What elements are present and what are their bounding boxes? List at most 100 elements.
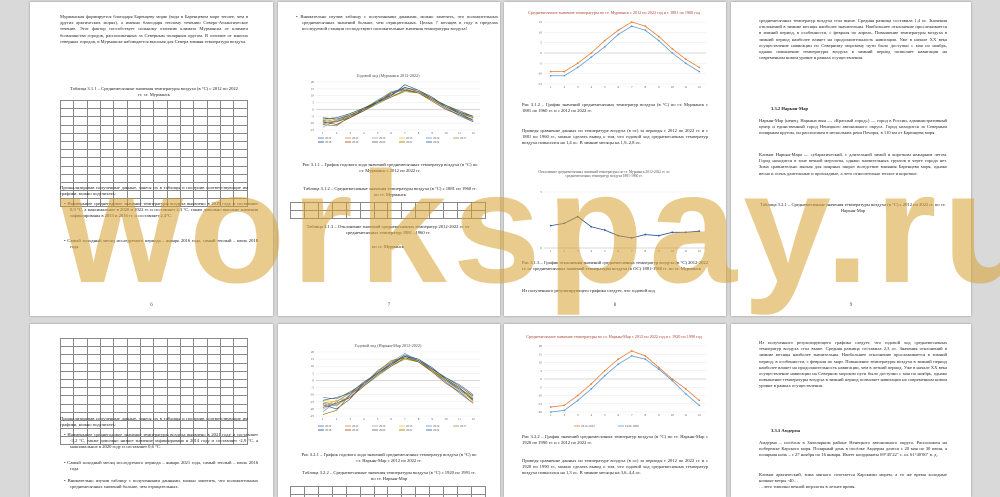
figure-caption: Рис 3.1.1 – График годового хода значени… [302, 162, 478, 174]
table-cell [206, 124, 222, 134]
data-point [644, 358, 647, 361]
series-line [322, 355, 474, 401]
table-cell [126, 370, 142, 380]
table-cell [126, 157, 142, 167]
table-cell [113, 387, 128, 397]
x-tick-label: 9 [658, 413, 660, 417]
line-chart: Среднемесячное значение температуры по с… [528, 10, 706, 89]
table-cell [73, 108, 88, 118]
data-point [549, 70, 552, 73]
table-cell [59, 157, 75, 167]
comparison-paragraph: Проведя сравнение данных по температуре … [522, 458, 708, 476]
data-point [657, 234, 660, 237]
data-point [590, 388, 593, 390]
table-cell [180, 395, 195, 405]
data-point [630, 350, 633, 352]
series-line [322, 355, 474, 410]
x-tick-label: 2 [563, 413, 565, 417]
table-cell [220, 124, 235, 134]
data-point [644, 233, 647, 236]
table-cell [233, 378, 248, 389]
y-tick-label: 0 [540, 51, 542, 55]
table-cell [457, 485, 472, 496]
table-cell [166, 362, 182, 372]
table-cell [233, 346, 248, 356]
table-cell [317, 201, 333, 212]
table-cell [140, 157, 155, 167]
table-cell [140, 378, 155, 389]
table-cell [206, 378, 222, 389]
data-point [563, 74, 566, 77]
x-tick-label: 5 [377, 131, 379, 135]
y-tick-label: 20 [539, 344, 543, 348]
series-line [322, 353, 474, 412]
table-cell [86, 346, 102, 356]
data-point [563, 404, 566, 407]
series-line [550, 355, 700, 413]
x-tick-label: 2 [336, 417, 338, 421]
series-line [322, 87, 474, 120]
table-cell [59, 403, 75, 413]
chart-title: Среднемесячное значение температуры по с… [528, 10, 701, 15]
climate-paragraph: Климат Нарьян-Мара — субарктический, с д… [759, 152, 947, 176]
x-tick-label: 7 [404, 417, 406, 421]
table-row [59, 378, 248, 389]
table-cell [180, 132, 195, 142]
table-row [59, 354, 248, 364]
data-point [630, 21, 633, 23]
table-row [59, 346, 248, 356]
x-tick-label: 5 [604, 249, 606, 253]
legend-label: 2014 [379, 424, 386, 428]
table-cell [220, 116, 235, 126]
x-tick-label: 10 [671, 85, 675, 89]
table-cell [429, 485, 445, 496]
table-cell [166, 132, 182, 142]
table-cell [113, 124, 128, 134]
table-cell [73, 149, 88, 159]
table-cell [233, 108, 248, 118]
table-cell [126, 395, 142, 405]
table-cell [86, 140, 102, 151]
table-row [59, 362, 248, 372]
x-tick-label: 11 [684, 413, 687, 417]
table-cell [100, 370, 115, 380]
y-tick-label: -20 [538, 410, 543, 414]
y-tick-label: -10 [538, 394, 543, 398]
data-point [684, 62, 687, 65]
table-cell [126, 346, 142, 356]
table-cell [86, 149, 102, 159]
data-point [590, 52, 593, 54]
y-tick-label: 5 [312, 371, 314, 375]
conclusion-paragraph: среднемесячных температур воздуха стал в… [759, 18, 947, 61]
x-tick-label: 12 [472, 131, 476, 135]
data-point [617, 33, 620, 36]
table-cell [470, 485, 487, 496]
legend-label: 2012 [325, 424, 332, 428]
x-tick-label: 10 [671, 249, 675, 253]
table-cell [100, 387, 115, 397]
table-row [59, 157, 248, 167]
series-line [550, 216, 700, 239]
bullet-item: Самый холодный месяц исследуемого период… [60, 460, 258, 472]
page-number: 8 [613, 303, 617, 308]
table-cell [359, 201, 375, 212]
table-cell [153, 140, 168, 151]
x-tick-label: 3 [577, 85, 579, 89]
data-point [549, 411, 552, 413]
data-point [698, 404, 701, 407]
data-point [590, 383, 593, 385]
y-tick-label: -5 [539, 385, 542, 389]
table-cell [59, 173, 75, 183]
table-cell [166, 387, 182, 397]
table-cell [331, 485, 347, 496]
series-line [322, 89, 474, 124]
chart-title-text: Среднемесячное значение температуры по с… [528, 10, 701, 15]
table-cell [113, 395, 128, 405]
chart-title-text: Среднемесячное значение температуры по с… [526, 334, 703, 339]
y-tick-label: -15 [538, 82, 543, 86]
chart-deviation-murmansk: 0 5 1 2 3 4 5 6 7 8 9 10 11 12 [514, 172, 714, 258]
table-cell [113, 346, 128, 356]
x-tick-label: 5 [604, 413, 606, 417]
data-point [576, 62, 579, 65]
table-cell [126, 354, 142, 364]
